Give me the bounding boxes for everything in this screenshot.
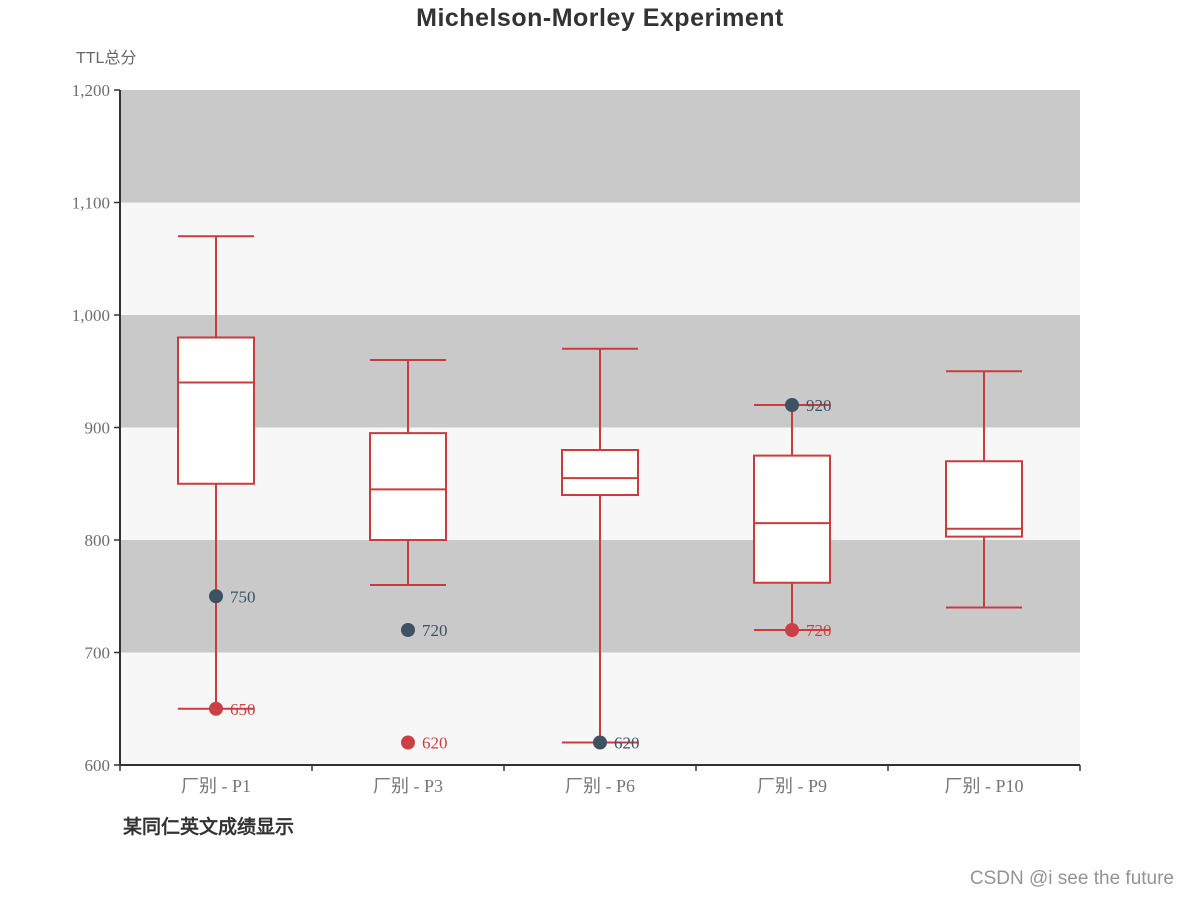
x-category-label: 厂别 - P1: [181, 776, 251, 796]
plot-band: [120, 90, 1080, 203]
boxplot-box[interactable]: [369, 432, 447, 541]
x-category-label: 厂别 - P3: [373, 776, 443, 796]
data-point-label: 750: [230, 587, 256, 606]
watermark-text: CSDN @i see the future: [969, 868, 1174, 889]
boxplot-box[interactable]: [561, 449, 639, 496]
plot-band: [120, 202, 1080, 315]
data-point-dot[interactable]: [593, 735, 607, 750]
data-point-label: 720: [806, 621, 832, 640]
data-point-dot[interactable]: [209, 589, 223, 604]
boxplot-box[interactable]: [177, 336, 255, 485]
data-point-dot[interactable]: [785, 623, 799, 637]
data-point-label: 620: [614, 734, 640, 753]
y-tick-label: 1,100: [72, 194, 110, 213]
x-category-label: 厂别 - P6: [565, 776, 635, 796]
chart-title: Michelson-Morley Experiment: [416, 4, 784, 32]
data-point-dot[interactable]: [401, 623, 415, 637]
boxplot-box[interactable]: [945, 460, 1023, 538]
y-axis-name: TTL总分: [76, 50, 137, 67]
data-point-label: 720: [422, 621, 448, 640]
x-category-label: 厂别 - P10: [944, 776, 1023, 796]
data-point-label: 920: [806, 396, 832, 415]
x-category-label: 厂别 - P9: [757, 776, 827, 796]
data-point-dot[interactable]: [785, 398, 799, 412]
y-tick-label: 900: [85, 419, 111, 438]
y-tick-label: 700: [85, 644, 111, 663]
y-tick-label: 800: [85, 531, 111, 550]
data-point-label: 620: [422, 734, 448, 753]
y-tick-label: 600: [85, 756, 111, 775]
data-point-dot[interactable]: [209, 701, 223, 716]
data-point-label: 650: [230, 700, 256, 719]
data-point-dot[interactable]: [401, 735, 415, 750]
boxplot-box[interactable]: [753, 454, 831, 584]
chart-caption: 某同仁英文成绩显示: [123, 817, 295, 838]
y-tick-label: 1,200: [72, 81, 110, 100]
y-tick-label: 1,000: [72, 306, 110, 325]
